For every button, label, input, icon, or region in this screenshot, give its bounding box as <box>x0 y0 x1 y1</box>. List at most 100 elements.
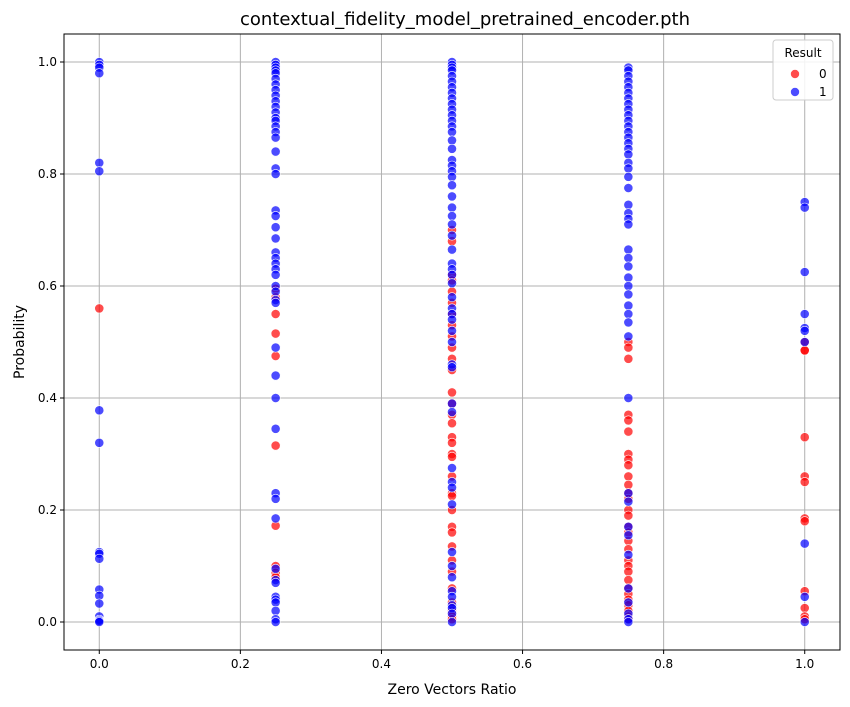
data-point-result-1 <box>623 219 634 230</box>
data-point-result-1 <box>94 68 105 79</box>
data-point-result-1 <box>623 549 634 560</box>
legend-label-result-1: 1 <box>819 85 827 99</box>
data-point-result-1 <box>447 482 457 493</box>
data-point-result-1 <box>623 488 634 499</box>
chart-title: contextual_fidelity_model_pretrained_enc… <box>240 9 690 30</box>
data-point-result-1 <box>447 292 457 303</box>
axis-ticks: 0.0 0.2 0.4 0.6 0.8 1.0 0.0 0.2 0.4 0.6 0.8 1.0 <box>38 55 814 671</box>
data-point-result-1 <box>270 211 281 221</box>
data-point-result-1 <box>623 496 634 507</box>
y-tick-label: 0.4 <box>38 391 57 405</box>
legend-title: Result <box>784 46 821 60</box>
data-point-result-0 <box>623 479 634 490</box>
data-point-result-1 <box>447 202 457 213</box>
data-point-result-1 <box>270 286 281 297</box>
data-point-result-1 <box>270 222 281 233</box>
data-point-result-1 <box>447 337 457 347</box>
data-point-result-0 <box>94 303 105 314</box>
data-point-result-1 <box>447 561 457 571</box>
data-point-result-1 <box>623 309 634 319</box>
y-tick-label: 0.0 <box>38 615 57 629</box>
data-point-result-0 <box>623 566 634 577</box>
x-tick-label: 1.0 <box>795 657 814 671</box>
data-point-result-1 <box>623 149 634 160</box>
y-tick-label: 1.0 <box>38 55 57 69</box>
x-tick-label: 0.8 <box>654 657 673 671</box>
data-point-result-1 <box>94 157 105 168</box>
legend-label-result-0: 0 <box>819 67 827 81</box>
data-point-result-1 <box>623 583 634 594</box>
data-point-result-1 <box>270 563 281 574</box>
plot-frame <box>63 33 841 651</box>
data-point-result-1 <box>270 597 281 608</box>
data-point-result-1 <box>447 135 457 146</box>
data-point-result-1 <box>623 183 634 193</box>
x-tick-label: 0.4 <box>372 657 391 671</box>
data-point-result-1 <box>623 163 634 174</box>
data-point-result-1 <box>799 309 810 319</box>
data-point-result-1 <box>270 423 281 434</box>
data-point-result-1 <box>94 166 105 177</box>
legend-marker-result-1 <box>790 87 800 97</box>
data-point-result-1 <box>623 393 634 403</box>
data-point-result-0 <box>623 471 634 482</box>
data-point-result-1 <box>447 398 457 409</box>
data-point-result-1 <box>447 127 457 137</box>
data-point-result-1 <box>94 437 105 448</box>
data-point-result-1 <box>623 617 634 627</box>
data-point-result-0 <box>447 491 457 501</box>
data-point-result-1 <box>623 253 634 263</box>
data-point-result-0 <box>799 516 810 527</box>
data-point-result-1 <box>270 132 281 143</box>
data-point-result-0 <box>270 351 281 361</box>
data-point-result-1 <box>623 199 634 210</box>
data-point-result-1 <box>447 463 457 473</box>
data-point-result-1 <box>270 577 281 588</box>
data-point-result-1 <box>623 331 634 342</box>
data-point-result-0 <box>799 477 810 487</box>
data-point-result-1 <box>94 598 105 609</box>
data-point-result-1 <box>623 521 634 532</box>
data-point-result-1 <box>447 608 457 619</box>
data-point-result-0 <box>623 353 634 364</box>
y-tick-label: 0.8 <box>38 167 57 181</box>
data-point-result-1 <box>623 272 634 283</box>
legend: Result 0 1 <box>772 39 834 101</box>
data-point-result-0 <box>447 418 457 429</box>
y-axis-label: Probability <box>12 305 28 379</box>
data-point-result-1 <box>270 269 281 280</box>
data-point-result-1 <box>799 591 810 602</box>
data-point-result-1 <box>270 297 281 308</box>
data-point-result-1 <box>447 591 457 602</box>
data-point-result-1 <box>270 513 281 524</box>
data-point-result-1 <box>799 617 810 627</box>
data-point-result-1 <box>799 267 810 277</box>
data-point-result-1 <box>447 244 457 255</box>
data-point-result-1 <box>270 233 281 244</box>
data-point-result-0 <box>623 415 634 426</box>
data-point-result-1 <box>270 393 281 403</box>
x-tick-label: 0.2 <box>231 657 250 671</box>
legend-marker-result-0 <box>790 69 800 79</box>
data-point-result-1 <box>94 617 105 627</box>
data-point-result-1 <box>623 597 634 608</box>
data-point-result-1 <box>623 171 634 182</box>
data-point-result-1 <box>447 278 457 289</box>
y-tick-label: 0.6 <box>38 279 57 293</box>
x-axis-label: Zero Vectors Ratio <box>388 682 517 698</box>
data-point-result-0 <box>623 342 634 353</box>
legend-box <box>772 39 834 101</box>
data-point-result-1 <box>270 617 281 627</box>
data-point-result-1 <box>447 314 457 325</box>
data-point-result-1 <box>447 499 457 510</box>
data-point-result-1 <box>623 281 634 291</box>
data-point-result-1 <box>447 362 457 373</box>
data-point-result-1 <box>623 317 634 328</box>
data-point-result-0 <box>447 387 457 398</box>
data-point-result-1 <box>447 219 457 230</box>
data-point-result-0 <box>623 426 634 437</box>
data-point-result-0 <box>799 432 810 443</box>
data-point-result-1 <box>447 211 457 221</box>
data-point-result-0 <box>623 575 634 585</box>
